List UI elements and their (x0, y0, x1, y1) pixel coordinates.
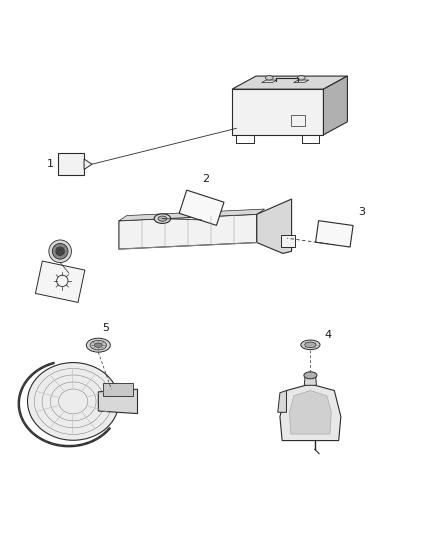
Polygon shape (179, 190, 224, 225)
Circle shape (52, 244, 68, 259)
Polygon shape (232, 89, 323, 135)
Polygon shape (119, 209, 265, 221)
Polygon shape (293, 80, 309, 83)
Ellipse shape (305, 342, 316, 348)
Text: 3: 3 (358, 207, 365, 217)
Polygon shape (257, 199, 292, 254)
Ellipse shape (95, 343, 102, 348)
Polygon shape (84, 159, 92, 169)
Bar (291, 115, 304, 126)
Ellipse shape (265, 76, 273, 80)
Polygon shape (35, 261, 85, 302)
Ellipse shape (154, 214, 171, 223)
Ellipse shape (297, 76, 305, 80)
Polygon shape (232, 76, 347, 89)
Ellipse shape (301, 340, 320, 350)
Text: 5: 5 (102, 323, 109, 333)
Text: 2: 2 (202, 174, 209, 184)
Polygon shape (119, 214, 257, 249)
Bar (281, 235, 295, 247)
Ellipse shape (90, 341, 106, 350)
Ellipse shape (158, 216, 167, 221)
Circle shape (56, 247, 64, 256)
Polygon shape (278, 391, 286, 413)
Text: 1: 1 (46, 159, 53, 169)
Bar (102, 383, 133, 396)
Polygon shape (261, 80, 277, 83)
Polygon shape (323, 76, 347, 135)
Polygon shape (280, 384, 341, 441)
Ellipse shape (28, 362, 119, 440)
Polygon shape (304, 375, 317, 385)
Ellipse shape (304, 372, 317, 379)
Text: 4: 4 (324, 329, 332, 340)
Bar (58, 154, 84, 175)
Ellipse shape (86, 338, 110, 352)
Circle shape (49, 240, 71, 263)
Polygon shape (290, 391, 331, 434)
Polygon shape (316, 221, 353, 247)
Polygon shape (99, 389, 138, 414)
